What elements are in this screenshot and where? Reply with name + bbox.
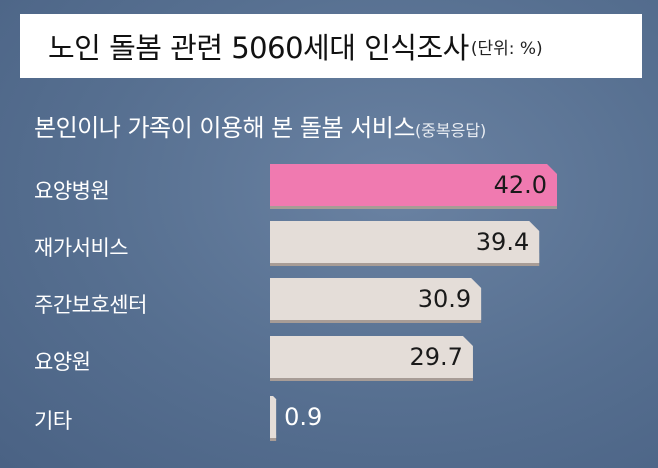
bar-shadow xyxy=(270,434,277,441)
subtitle: 본인이나 가족이 이용해 본 돌봄 서비스(중복응답) xyxy=(34,108,486,143)
bar xyxy=(270,278,482,320)
subtitle-note: (중복응답) xyxy=(414,121,487,140)
data-label: 42.0 xyxy=(494,171,547,199)
bar-shadow xyxy=(270,368,473,381)
data-label: 29.7 xyxy=(410,343,463,371)
unit-label: (단위: %) xyxy=(470,38,543,59)
category-label: 요양원 xyxy=(34,350,91,374)
category-label: 요양병원 xyxy=(34,179,110,203)
chart-title: 노인 돌봄 관련 5060세대 인식조사 xyxy=(48,31,469,65)
data-label: 0.9 xyxy=(284,403,322,431)
category-label: 재가서비스 xyxy=(34,236,129,260)
bar xyxy=(270,336,473,378)
bar xyxy=(270,396,277,438)
bar-shadow xyxy=(270,196,557,209)
bar-shadow xyxy=(270,310,482,323)
bar xyxy=(270,164,557,206)
data-label: 39.4 xyxy=(476,228,529,256)
title-box: 노인 돌봄 관련 5060세대 인식조사 (단위: %) xyxy=(20,14,642,78)
subtitle-text: 본인이나 가족이 이용해 본 돌봄 서비스 xyxy=(34,114,415,142)
category-label: 기타 xyxy=(34,409,72,433)
data-label: 30.9 xyxy=(418,285,471,313)
bar xyxy=(270,221,540,263)
category-label: 주간보호센터 xyxy=(34,293,147,317)
bar-shadow xyxy=(270,253,540,266)
